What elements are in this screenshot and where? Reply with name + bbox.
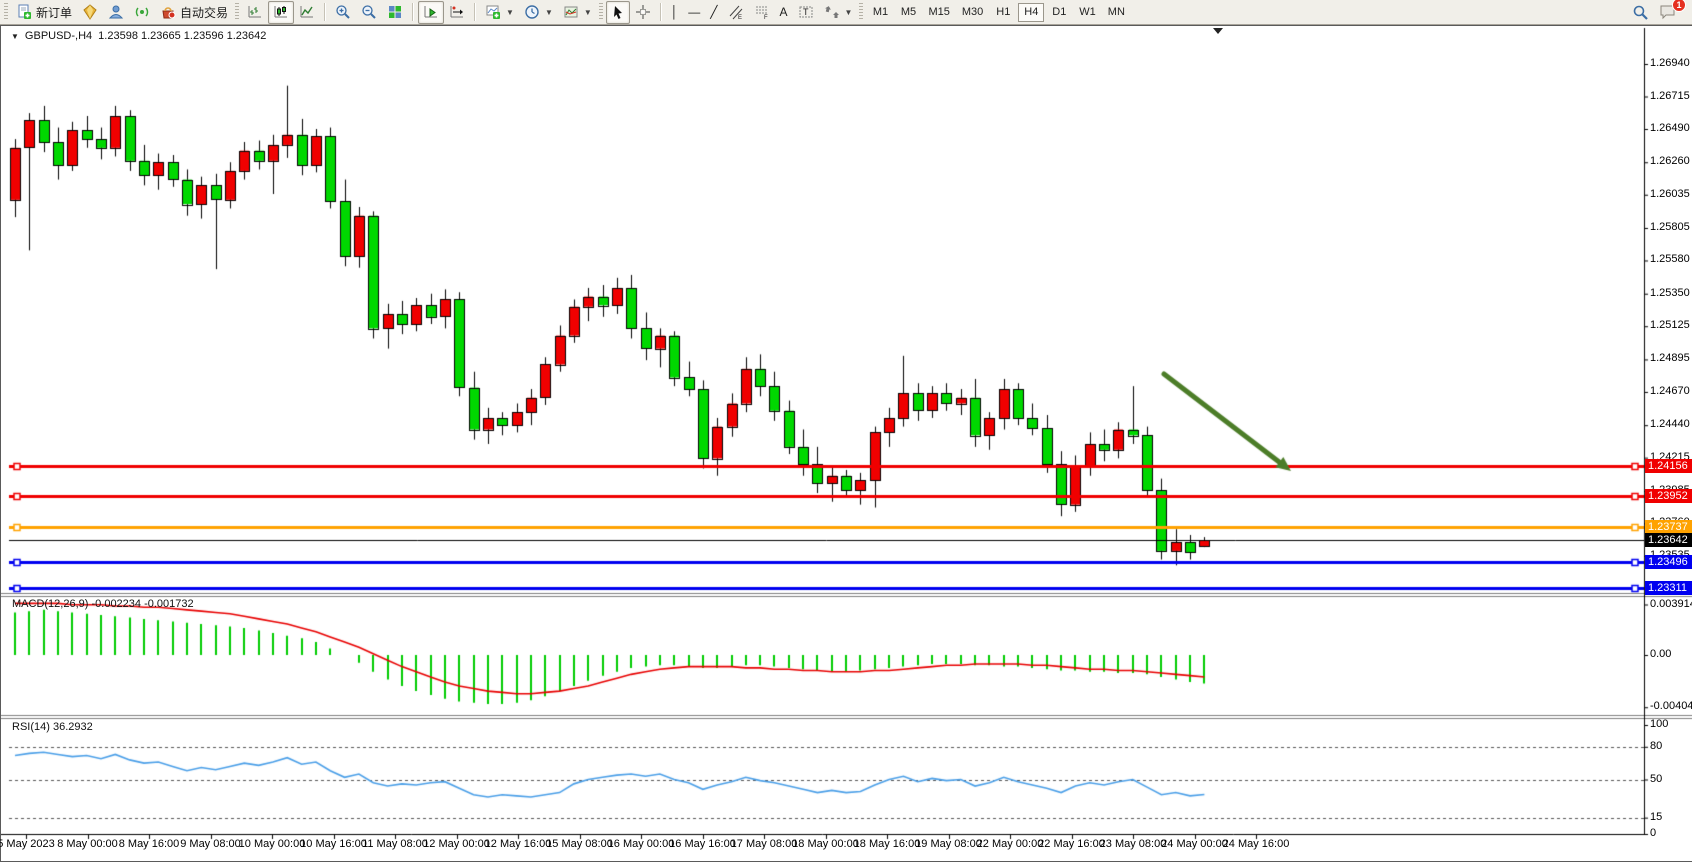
auto-trading-button[interactable]: 自动交易 — [155, 2, 233, 23]
chart-window[interactable]: ▼ GBPUSD-,H4 1.23598 1.23665 1.23596 1.2… — [0, 25, 1692, 862]
chart-shift-button[interactable] — [444, 1, 470, 24]
zoom-out-button[interactable] — [356, 1, 382, 24]
svg-text:F: F — [764, 15, 768, 20]
channel-tool-button[interactable]: E — [723, 1, 749, 24]
arrows-shapes-icon — [824, 6, 839, 18]
trendline-tool-button[interactable]: ╱ — [710, 5, 718, 19]
notifications-button[interactable]: 1 — [1654, 0, 1686, 24]
market-gem-icon — [83, 4, 97, 20]
chart-shift-marker[interactable] — [1213, 28, 1223, 34]
search-icon — [1633, 5, 1648, 20]
cursor-tool-button[interactable] — [605, 0, 630, 24]
toolbar-separator — [324, 3, 327, 21]
dropdown-arrow-icon: ▼ — [583, 7, 592, 17]
templates-button[interactable]: ▼ — [558, 1, 597, 24]
toolbar-grip[interactable] — [235, 3, 240, 21]
dropdown-arrow-icon: ▼ — [544, 7, 553, 17]
timeframe-button-m5[interactable]: M5 — [895, 3, 921, 22]
crosshair-icon — [635, 5, 650, 19]
chart-ohlc-values: 1.23598 1.23665 1.23596 1.23642 — [98, 30, 267, 42]
timeframe-button-mn[interactable]: MN — [1103, 3, 1130, 22]
timeframe-button-h4[interactable]: H4 — [1018, 2, 1045, 22]
clock-icon — [525, 5, 539, 19]
timeframe-button-m15[interactable]: M15 — [923, 3, 954, 22]
community-person-icon — [108, 5, 124, 19]
market-button[interactable] — [77, 1, 103, 24]
timeframe-button-m1[interactable]: M1 — [867, 3, 893, 22]
text-label-tool-button[interactable]: T — [793, 1, 819, 24]
timeframe-button-w1[interactable]: W1 — [1074, 3, 1101, 22]
new-order-button[interactable]: 新订单 — [11, 2, 77, 23]
text-label-icon: T — [799, 6, 813, 18]
tile-windows-icon — [389, 6, 402, 18]
main-toolbar: 新订单 — [0, 0, 1692, 25]
chart-title-bar: ▼ GBPUSD-,H4 1.23598 1.23665 1.23596 1.2… — [11, 30, 266, 42]
toolbar-grip[interactable] — [598, 3, 603, 21]
timeframe-button-h1[interactable]: H1 — [990, 3, 1016, 22]
line-chart-icon — [300, 6, 314, 18]
add-indicator-icon — [486, 5, 501, 19]
cursor-icon — [613, 5, 622, 19]
notification-badge: 1 — [1672, 0, 1686, 12]
timeframe-toolbar: M1 M5 M15 M30 H1 H4 D1 W1 MN — [866, 2, 1130, 22]
toolbar-grip[interactable] — [859, 3, 864, 21]
vertical-line-tool-button[interactable]: │ — [670, 5, 679, 19]
text-tool-button[interactable]: A — [779, 5, 788, 19]
bar-chart-button[interactable] — [242, 1, 268, 24]
line-chart-button[interactable] — [294, 1, 320, 24]
toolbar-separator — [659, 3, 662, 21]
timeframe-button-m30[interactable]: M30 — [957, 3, 988, 22]
zoom-in-button[interactable] — [330, 1, 356, 24]
periods-button[interactable]: ▼ — [519, 1, 558, 24]
candlestick-chart-button[interactable] — [268, 0, 295, 24]
dropdown-arrow-icon: ▼ — [506, 7, 514, 17]
zoom-out-icon — [362, 5, 376, 19]
chart-menu-triangle[interactable]: ▼ — [11, 31, 19, 41]
equidistant-channel-icon: E — [729, 5, 742, 20]
toolbar-grip[interactable] — [4, 3, 8, 21]
rsi-indicator-label: RSI(14) 36.2932 — [12, 721, 93, 733]
signals-button[interactable] — [129, 1, 155, 24]
bar-chart-icon — [248, 6, 262, 18]
arrows-tool-button[interactable]: ▼ — [819, 1, 858, 24]
auto-trading-icon — [162, 7, 176, 19]
chart-symbol-period: GBPUSD-,H4 — [24, 30, 93, 42]
toolbar-separator — [412, 3, 415, 21]
svg-text:E: E — [738, 15, 742, 20]
add-indicator-button[interactable]: ▼ — [480, 1, 519, 24]
zoom-in-icon — [336, 5, 350, 19]
chart-shift-icon — [450, 6, 464, 18]
search-button[interactable] — [1627, 1, 1654, 24]
auto-scroll-icon — [424, 6, 438, 18]
auto-trading-label: 自动交易 — [180, 5, 229, 20]
signals-icon — [135, 7, 149, 17]
crosshair-tool-button[interactable] — [630, 1, 656, 24]
horizontal-line-tool-button[interactable]: — — [688, 5, 701, 19]
auto-scroll-button[interactable] — [418, 0, 445, 24]
fibonacci-tool-button[interactable]: F — [749, 1, 775, 24]
dropdown-arrow-icon: ▼ — [844, 7, 853, 17]
new-order-icon — [18, 4, 31, 19]
new-order-label: 新订单 — [36, 5, 73, 20]
community-button[interactable] — [103, 1, 129, 24]
template-icon — [564, 6, 578, 18]
toolbar-separator — [474, 3, 477, 21]
svg-text:T: T — [803, 7, 809, 17]
fibonacci-icon: F — [755, 6, 768, 20]
chart-canvas[interactable] — [1, 26, 1692, 861]
tile-windows-button[interactable] — [382, 1, 408, 24]
candlestick-chart-icon — [274, 6, 288, 18]
macd-indicator-label: MACD(12,26,9) -0.002234 -0.001732 — [12, 598, 194, 610]
timeframe-button-d1[interactable]: D1 — [1046, 3, 1072, 22]
